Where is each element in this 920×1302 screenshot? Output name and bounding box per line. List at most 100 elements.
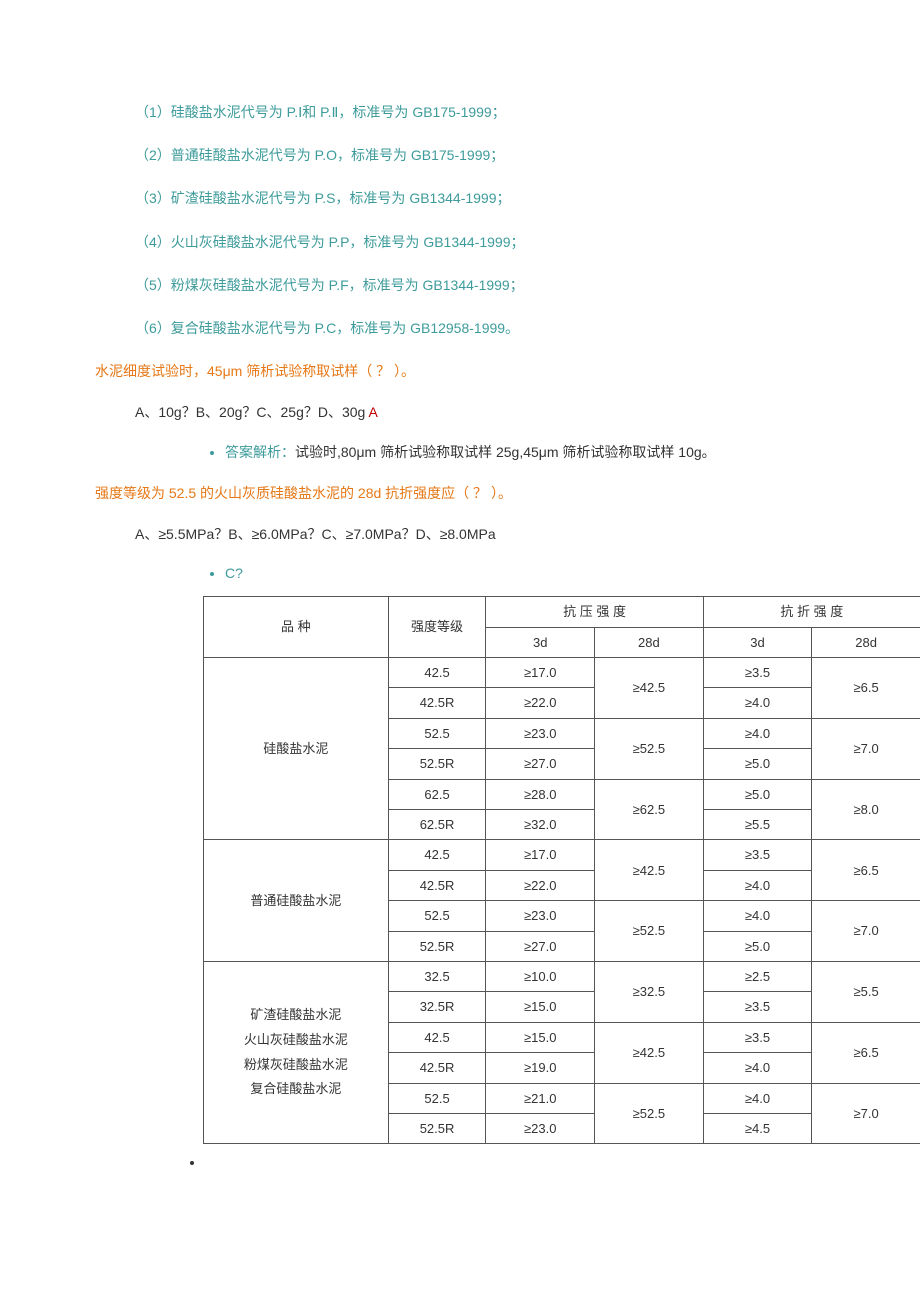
cell-c28: ≥42.5 [595, 1022, 704, 1083]
q2-answer-item: C? [225, 561, 825, 586]
cell-grade: 62.5R [388, 809, 486, 839]
cell-c3: ≥27.0 [486, 749, 595, 779]
cement-type-6: （6）复合硅酸盐水泥代号为 P.C，标准号为 GB12958-1999。 [95, 316, 825, 341]
cell-c3: ≥23.0 [486, 901, 595, 931]
q2-answer-list: C? [95, 561, 825, 586]
th-flexural: 抗 折 强 度 [703, 597, 920, 627]
cell-c3: ≥10.0 [486, 961, 595, 991]
cell-c3: ≥32.0 [486, 809, 595, 839]
cell-f28: ≥5.5 [812, 961, 920, 1022]
cell-f3: ≥4.0 [703, 718, 812, 748]
cell-c3: ≥17.0 [486, 840, 595, 870]
cell-f3: ≥5.0 [703, 779, 812, 809]
q1-explain-label: 答案解析： [225, 444, 295, 460]
cell-grade: 32.5 [388, 961, 486, 991]
cell-grade: 52.5 [388, 718, 486, 748]
cell-f28: ≥7.0 [812, 1083, 920, 1144]
cell-grade: 42.5 [388, 840, 486, 870]
cell-f3: ≥4.0 [703, 870, 812, 900]
cell-f28: ≥7.0 [812, 901, 920, 962]
cell-grade: 42.5 [388, 1022, 486, 1052]
trailing-bullet [95, 1150, 825, 1164]
cell-f28: ≥7.0 [812, 718, 920, 779]
cell-grade: 42.5 [388, 658, 486, 688]
th-c28d: 28d [595, 627, 704, 657]
cell-c3: ≥22.0 [486, 688, 595, 718]
cell-grade: 52.5R [388, 931, 486, 961]
cell-f3: ≥4.0 [703, 1053, 812, 1083]
cell-f28: ≥6.5 [812, 658, 920, 719]
cell-f3: ≥4.0 [703, 901, 812, 931]
cell-c3: ≥15.0 [486, 1022, 595, 1052]
cement-type-3: （3）矿渣硅酸盐水泥代号为 P.S，标准号为 GB1344-1999； [95, 186, 825, 211]
cell-grade: 42.5R [388, 1053, 486, 1083]
q1-explanation-list: 答案解析：试验时,80μm 筛析试验称取试样 25g,45μm 筛析试验称取试样… [95, 440, 825, 465]
cell-variety: 普通硅酸盐水泥 [204, 840, 389, 962]
q1-explain-text: 试验时,80μm 筛析试验称取试样 25g,45μm 筛析试验称取试样 10g。 [295, 444, 716, 460]
cell-grade: 42.5R [388, 870, 486, 900]
empty-bullet [205, 1150, 825, 1164]
cell-c3: ≥21.0 [486, 1083, 595, 1113]
cell-grade: 52.5 [388, 901, 486, 931]
th-variety: 品 种 [204, 597, 389, 658]
cell-c3: ≥23.0 [486, 718, 595, 748]
cell-f28: ≥6.5 [812, 840, 920, 901]
cement-type-1: （1）硅酸盐水泥代号为 P.Ⅰ和 P.Ⅱ，标准号为 GB175-1999； [95, 100, 825, 125]
question-2-options: A、≥5.5MPa？B、≥6.0MPa？C、≥7.0MPa？D、≥8.0MPa [95, 522, 825, 547]
cell-f3: ≥2.5 [703, 961, 812, 991]
cell-c28: ≥62.5 [595, 779, 704, 840]
table-header-row-1: 品 种 强度等级 抗 压 强 度 抗 折 强 度 [204, 597, 920, 627]
cement-type-2: （2）普通硅酸盐水泥代号为 P.O，标准号为 GB175-1999； [95, 143, 825, 168]
cell-c3: ≥28.0 [486, 779, 595, 809]
cell-variety: 硅酸盐水泥 [204, 658, 389, 840]
th-f28d: 28d [812, 627, 920, 657]
th-grade: 强度等级 [388, 597, 486, 658]
cell-c28: ≥52.5 [595, 901, 704, 962]
th-compression: 抗 压 强 度 [486, 597, 703, 627]
cell-f3: ≥4.5 [703, 1113, 812, 1143]
cell-f3: ≥3.5 [703, 840, 812, 870]
cell-c3: ≥23.0 [486, 1113, 595, 1143]
cell-variety: 矿渣硅酸盐水泥火山灰硅酸盐水泥粉煤灰硅酸盐水泥复合硅酸盐水泥 [204, 961, 389, 1143]
cell-grade: 62.5 [388, 779, 486, 809]
cell-grade: 52.5 [388, 1083, 486, 1113]
cement-type-4: （4）火山灰硅酸盐水泥代号为 P.P，标准号为 GB1344-1999； [95, 230, 825, 255]
cell-c28: ≥42.5 [595, 658, 704, 719]
strength-table: 品 种 强度等级 抗 压 强 度 抗 折 强 度 3d 28d 3d 28d 硅… [203, 596, 920, 1144]
cell-f3: ≥5.0 [703, 749, 812, 779]
cell-c3: ≥22.0 [486, 870, 595, 900]
cell-c3: ≥15.0 [486, 992, 595, 1022]
cell-f3: ≥4.0 [703, 688, 812, 718]
q1-explanation-item: 答案解析：试验时,80μm 筛析试验称取试样 25g,45μm 筛析试验称取试样… [225, 440, 825, 465]
q1-options-text: A、10g？B、20g？C、25g？D、30g [135, 404, 368, 420]
cell-f3: ≥4.0 [703, 1083, 812, 1113]
th-f3d: 3d [703, 627, 812, 657]
cell-c3: ≥19.0 [486, 1053, 595, 1083]
cement-types-block: （1）硅酸盐水泥代号为 P.Ⅰ和 P.Ⅱ，标准号为 GB175-1999； （2… [95, 100, 825, 341]
q1-answer-letter: A [368, 404, 377, 420]
question-2-text: 强度等级为 52.5 的火山灰质硅酸盐水泥的 28d 抗折强度应（ ？ ）。 [95, 481, 825, 506]
cell-c28: ≥52.5 [595, 718, 704, 779]
cement-type-5: （5）粉煤灰硅酸盐水泥代号为 P.F，标准号为 GB1344-1999； [95, 273, 825, 298]
cell-f28: ≥8.0 [812, 779, 920, 840]
cell-f3: ≥5.5 [703, 809, 812, 839]
cell-grade: 42.5R [388, 688, 486, 718]
cell-f3: ≥3.5 [703, 1022, 812, 1052]
table-row: 矿渣硅酸盐水泥火山灰硅酸盐水泥粉煤灰硅酸盐水泥复合硅酸盐水泥32.5≥10.0≥… [204, 961, 920, 991]
cell-f3: ≥3.5 [703, 992, 812, 1022]
cell-c28: ≥32.5 [595, 961, 704, 1022]
question-1-text: 水泥细度试验时，45μm 筛析试验称取试样（ ？ ）。 [95, 359, 825, 384]
cell-f3: ≥3.5 [703, 658, 812, 688]
cell-grade: 52.5R [388, 749, 486, 779]
cell-c3: ≥27.0 [486, 931, 595, 961]
cell-c3: ≥17.0 [486, 658, 595, 688]
cell-c28: ≥52.5 [595, 1083, 704, 1144]
table-body: 硅酸盐水泥42.5≥17.0≥42.5≥3.5≥6.542.5R≥22.0≥4.… [204, 658, 920, 1144]
question-1-options: A、10g？B、20g？C、25g？D、30g A [95, 400, 825, 425]
cell-grade: 52.5R [388, 1113, 486, 1143]
cell-f28: ≥6.5 [812, 1022, 920, 1083]
table-row: 硅酸盐水泥42.5≥17.0≥42.5≥3.5≥6.5 [204, 658, 920, 688]
cell-grade: 32.5R [388, 992, 486, 1022]
cell-f3: ≥5.0 [703, 931, 812, 961]
th-c3d: 3d [486, 627, 595, 657]
